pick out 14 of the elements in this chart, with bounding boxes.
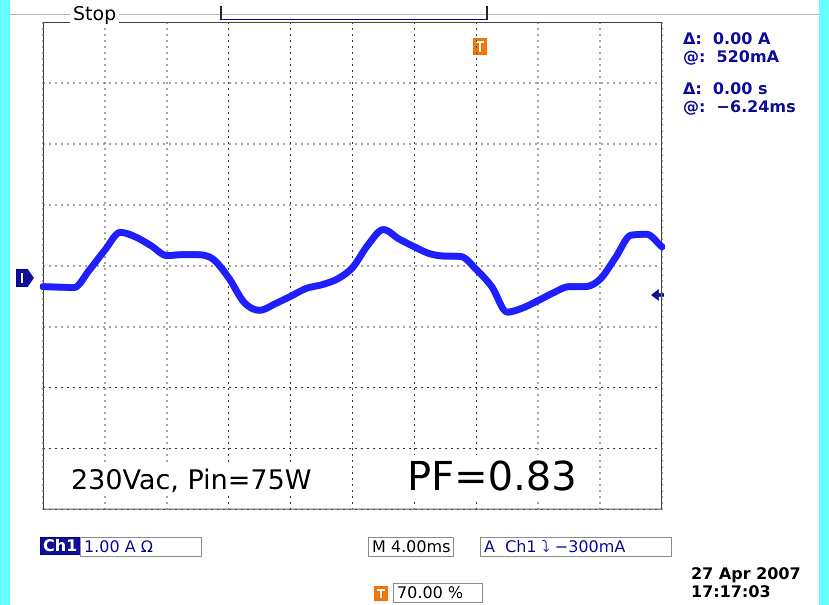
text: 27 Apr 2007 (688, 564, 804, 583)
text: @: 520mA (680, 47, 782, 66)
text: PF=0.83 (404, 454, 580, 500)
text: 17:17:03 (688, 582, 774, 601)
text: Δ: 0.00 s (680, 79, 770, 98)
text: 70.00 % (393, 583, 483, 603)
text: 230Vac, Pin=75W (68, 465, 314, 496)
text: A Ch1 ⤵ −300mA (480, 537, 672, 557)
text: 1.00 A Ω (80, 537, 202, 557)
text: Δ: 0.00 A (680, 29, 774, 48)
text: Stop (70, 3, 120, 25)
text: @: −6.24ms (680, 97, 799, 116)
text: M 4.00ms (368, 537, 454, 557)
text: Ch1 (40, 536, 80, 555)
